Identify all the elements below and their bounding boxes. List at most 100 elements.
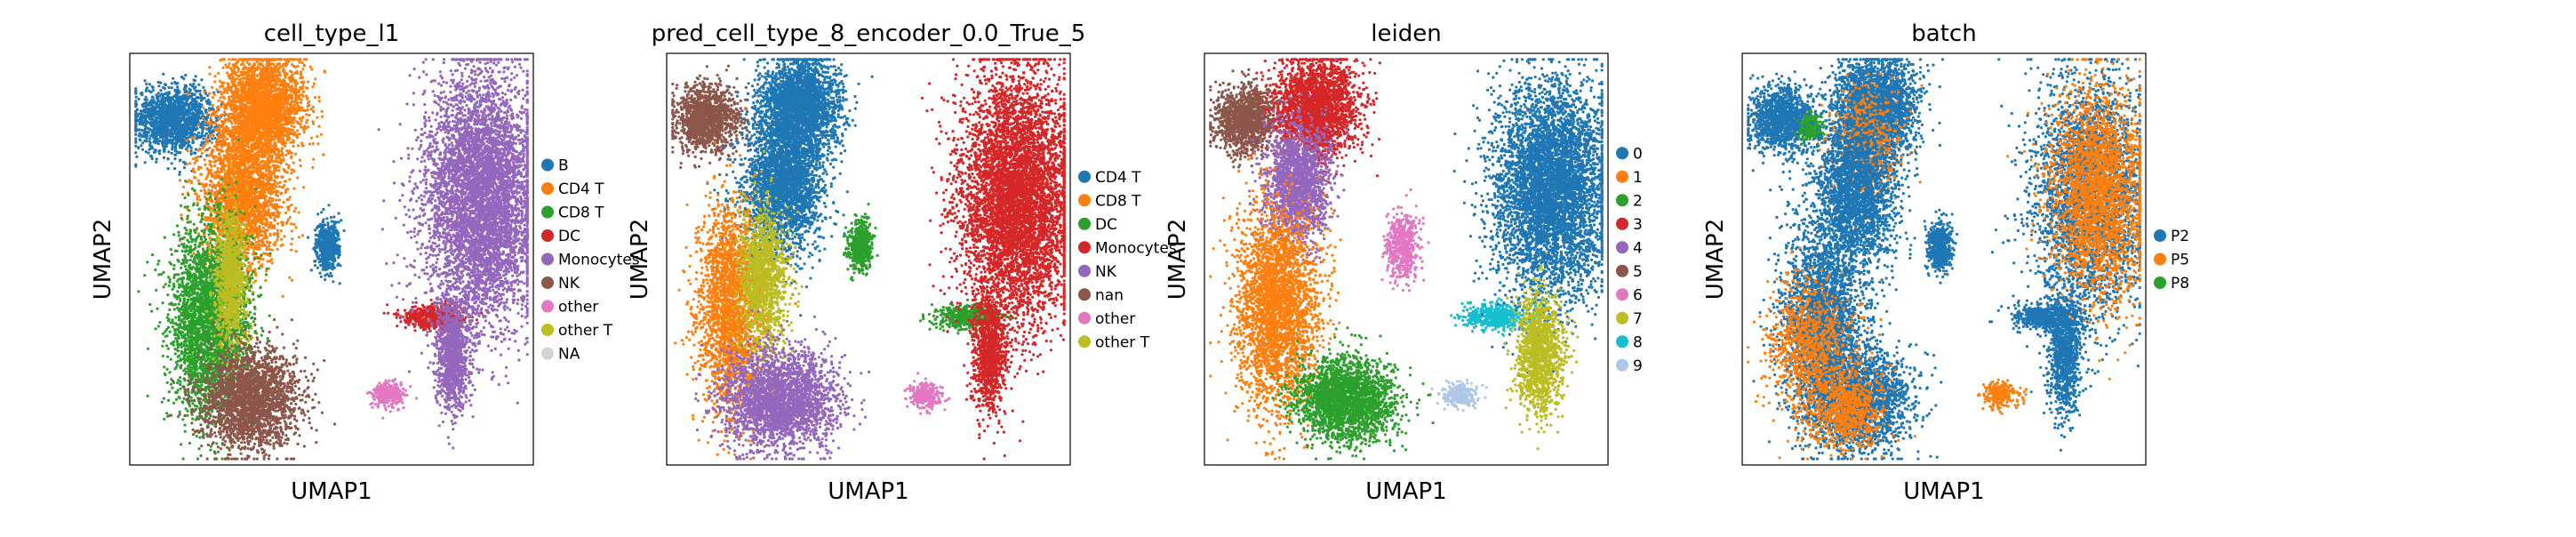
point: [311, 85, 314, 88]
point: [145, 123, 148, 125]
point: [152, 96, 155, 99]
point: [148, 144, 151, 147]
point: [193, 128, 196, 131]
point: [157, 150, 160, 153]
point: [140, 144, 142, 147]
point: [167, 167, 170, 170]
point: [306, 97, 308, 100]
point: [184, 121, 187, 124]
point: [173, 154, 176, 156]
point: [173, 157, 176, 160]
point: [294, 153, 297, 156]
point: [174, 121, 177, 124]
point: [169, 120, 172, 123]
point: [206, 116, 209, 119]
point: [134, 102, 137, 105]
point: [153, 140, 156, 143]
point: [195, 124, 197, 126]
point: [193, 78, 196, 81]
point: [194, 85, 196, 88]
point: [185, 85, 188, 88]
point: [188, 144, 191, 147]
point: [197, 110, 200, 113]
point: [173, 89, 176, 92]
point: [201, 141, 204, 144]
point: [135, 96, 138, 99]
point: [169, 107, 172, 109]
point: [157, 142, 160, 145]
point: [240, 71, 243, 74]
point: [170, 103, 172, 106]
point: [175, 99, 178, 101]
point: [158, 95, 161, 98]
point: [140, 116, 142, 119]
point: [153, 100, 156, 103]
point: [298, 132, 300, 135]
point: [183, 142, 186, 145]
point: [149, 116, 152, 119]
point: [194, 152, 196, 155]
point: [163, 156, 165, 159]
point: [197, 84, 200, 86]
point: [144, 99, 147, 101]
point: [178, 173, 180, 176]
point: [167, 92, 170, 94]
point: [179, 95, 181, 98]
point: [144, 79, 147, 82]
point: [281, 123, 284, 125]
point: [164, 108, 167, 110]
point: [188, 106, 190, 108]
point: [134, 145, 137, 148]
point: [176, 85, 179, 88]
point: [196, 133, 198, 136]
point: [144, 125, 147, 128]
point: [190, 108, 193, 111]
point: [300, 101, 302, 104]
point: [172, 108, 175, 110]
point: [200, 78, 203, 81]
point: [141, 103, 144, 106]
point: [136, 108, 139, 111]
point: [173, 111, 176, 114]
point: [179, 158, 181, 161]
point: [134, 151, 137, 154]
point: [156, 116, 159, 119]
point: [141, 148, 144, 151]
point: [169, 112, 172, 115]
point: [149, 141, 152, 144]
point: [151, 124, 154, 126]
point: [148, 131, 150, 133]
point: [156, 131, 158, 133]
point: [171, 152, 173, 155]
point: [174, 147, 177, 149]
scatter-points: [134, 58, 529, 460]
point: [164, 97, 167, 100]
point: [172, 118, 175, 121]
point: [197, 132, 200, 134]
point: [148, 83, 151, 85]
point: [171, 148, 173, 150]
point: [207, 99, 210, 101]
point: [173, 167, 176, 170]
point: [206, 101, 209, 104]
point: [162, 139, 164, 141]
point: [196, 105, 198, 108]
point: [202, 86, 204, 89]
point: [312, 158, 315, 161]
point: [199, 155, 202, 157]
point: [211, 137, 213, 140]
point: [158, 119, 161, 122]
point: [196, 119, 199, 122]
point: [176, 88, 179, 91]
point: [148, 90, 150, 92]
point: [317, 96, 320, 99]
point: [175, 83, 178, 85]
point: [145, 150, 148, 153]
point: [134, 165, 137, 168]
point: [201, 122, 204, 124]
point: [164, 134, 167, 137]
point: [135, 123, 138, 125]
point: [187, 141, 189, 144]
point: [293, 125, 296, 128]
point: [170, 139, 172, 141]
